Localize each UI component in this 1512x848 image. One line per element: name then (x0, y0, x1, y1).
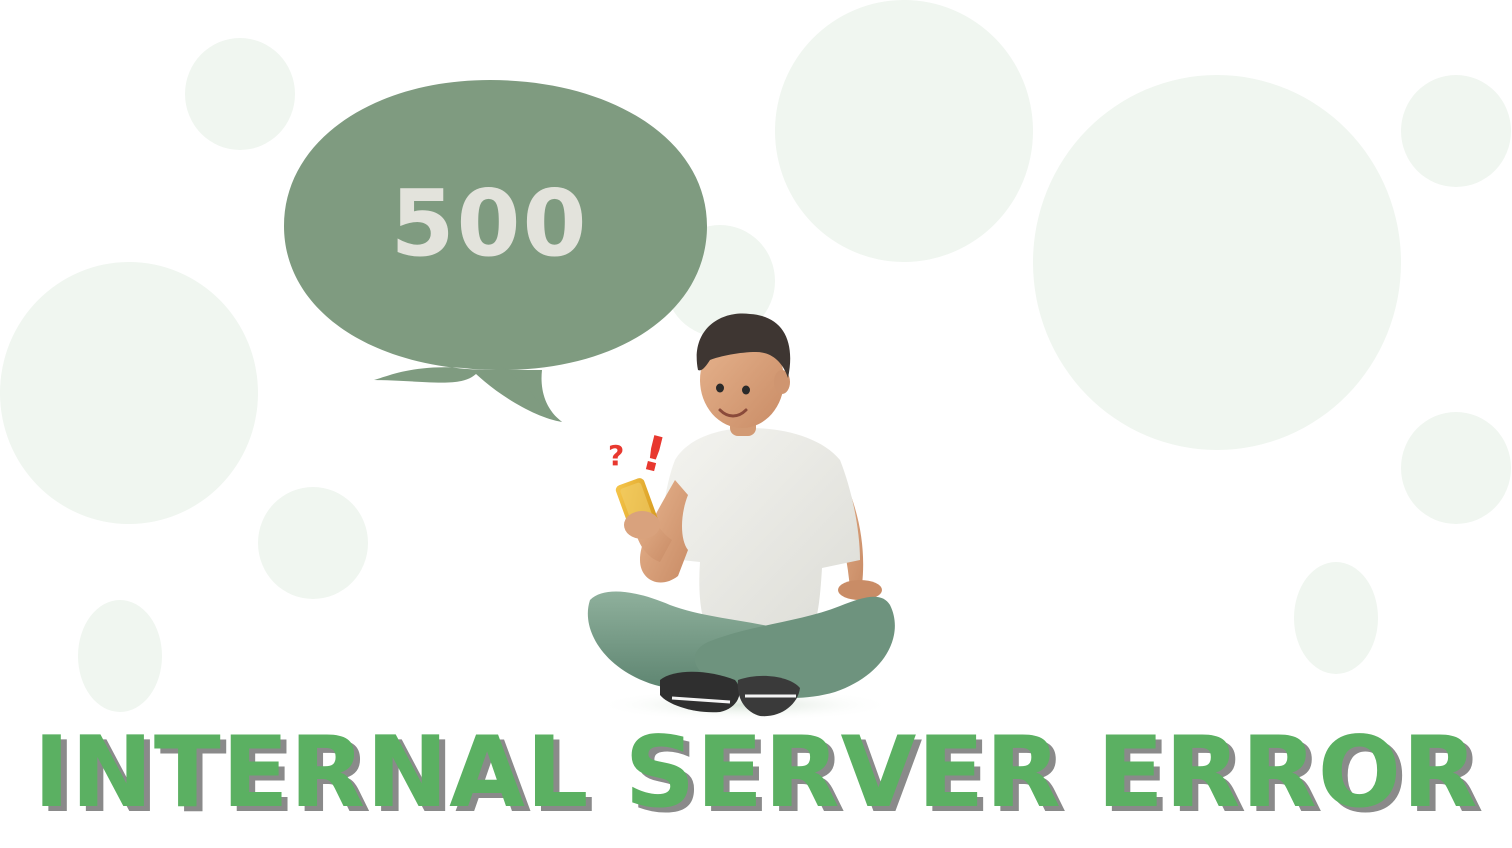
headline-text: INTERNAL SERVER ERROR (33, 716, 1479, 830)
decor-circle (258, 487, 368, 599)
person-illustration: ? ! (560, 300, 920, 730)
decor-circle (775, 0, 1033, 262)
headline-shadow: INTERNAL SERVER ERROR (39, 721, 1485, 835)
decor-circle (1401, 75, 1511, 187)
decor-circle (78, 600, 162, 712)
decor-circle (0, 262, 258, 524)
hair (696, 313, 791, 378)
decor-circle (1294, 562, 1378, 674)
question-mark-icon: ? (608, 439, 624, 472)
decor-circle (1401, 412, 1511, 524)
error-headline: INTERNAL SERVER ERROR INTERNAL SERVER ER… (0, 716, 1512, 833)
shirt (661, 428, 860, 635)
error-code: 500 (390, 170, 589, 277)
speech-bubble-shape (284, 80, 707, 422)
right-leg (694, 596, 895, 698)
speech-bubble: 500 (282, 78, 707, 423)
decor-circle (1033, 75, 1401, 450)
exclamation-mark-icon: ! (636, 425, 671, 485)
decor-circle (185, 38, 295, 150)
